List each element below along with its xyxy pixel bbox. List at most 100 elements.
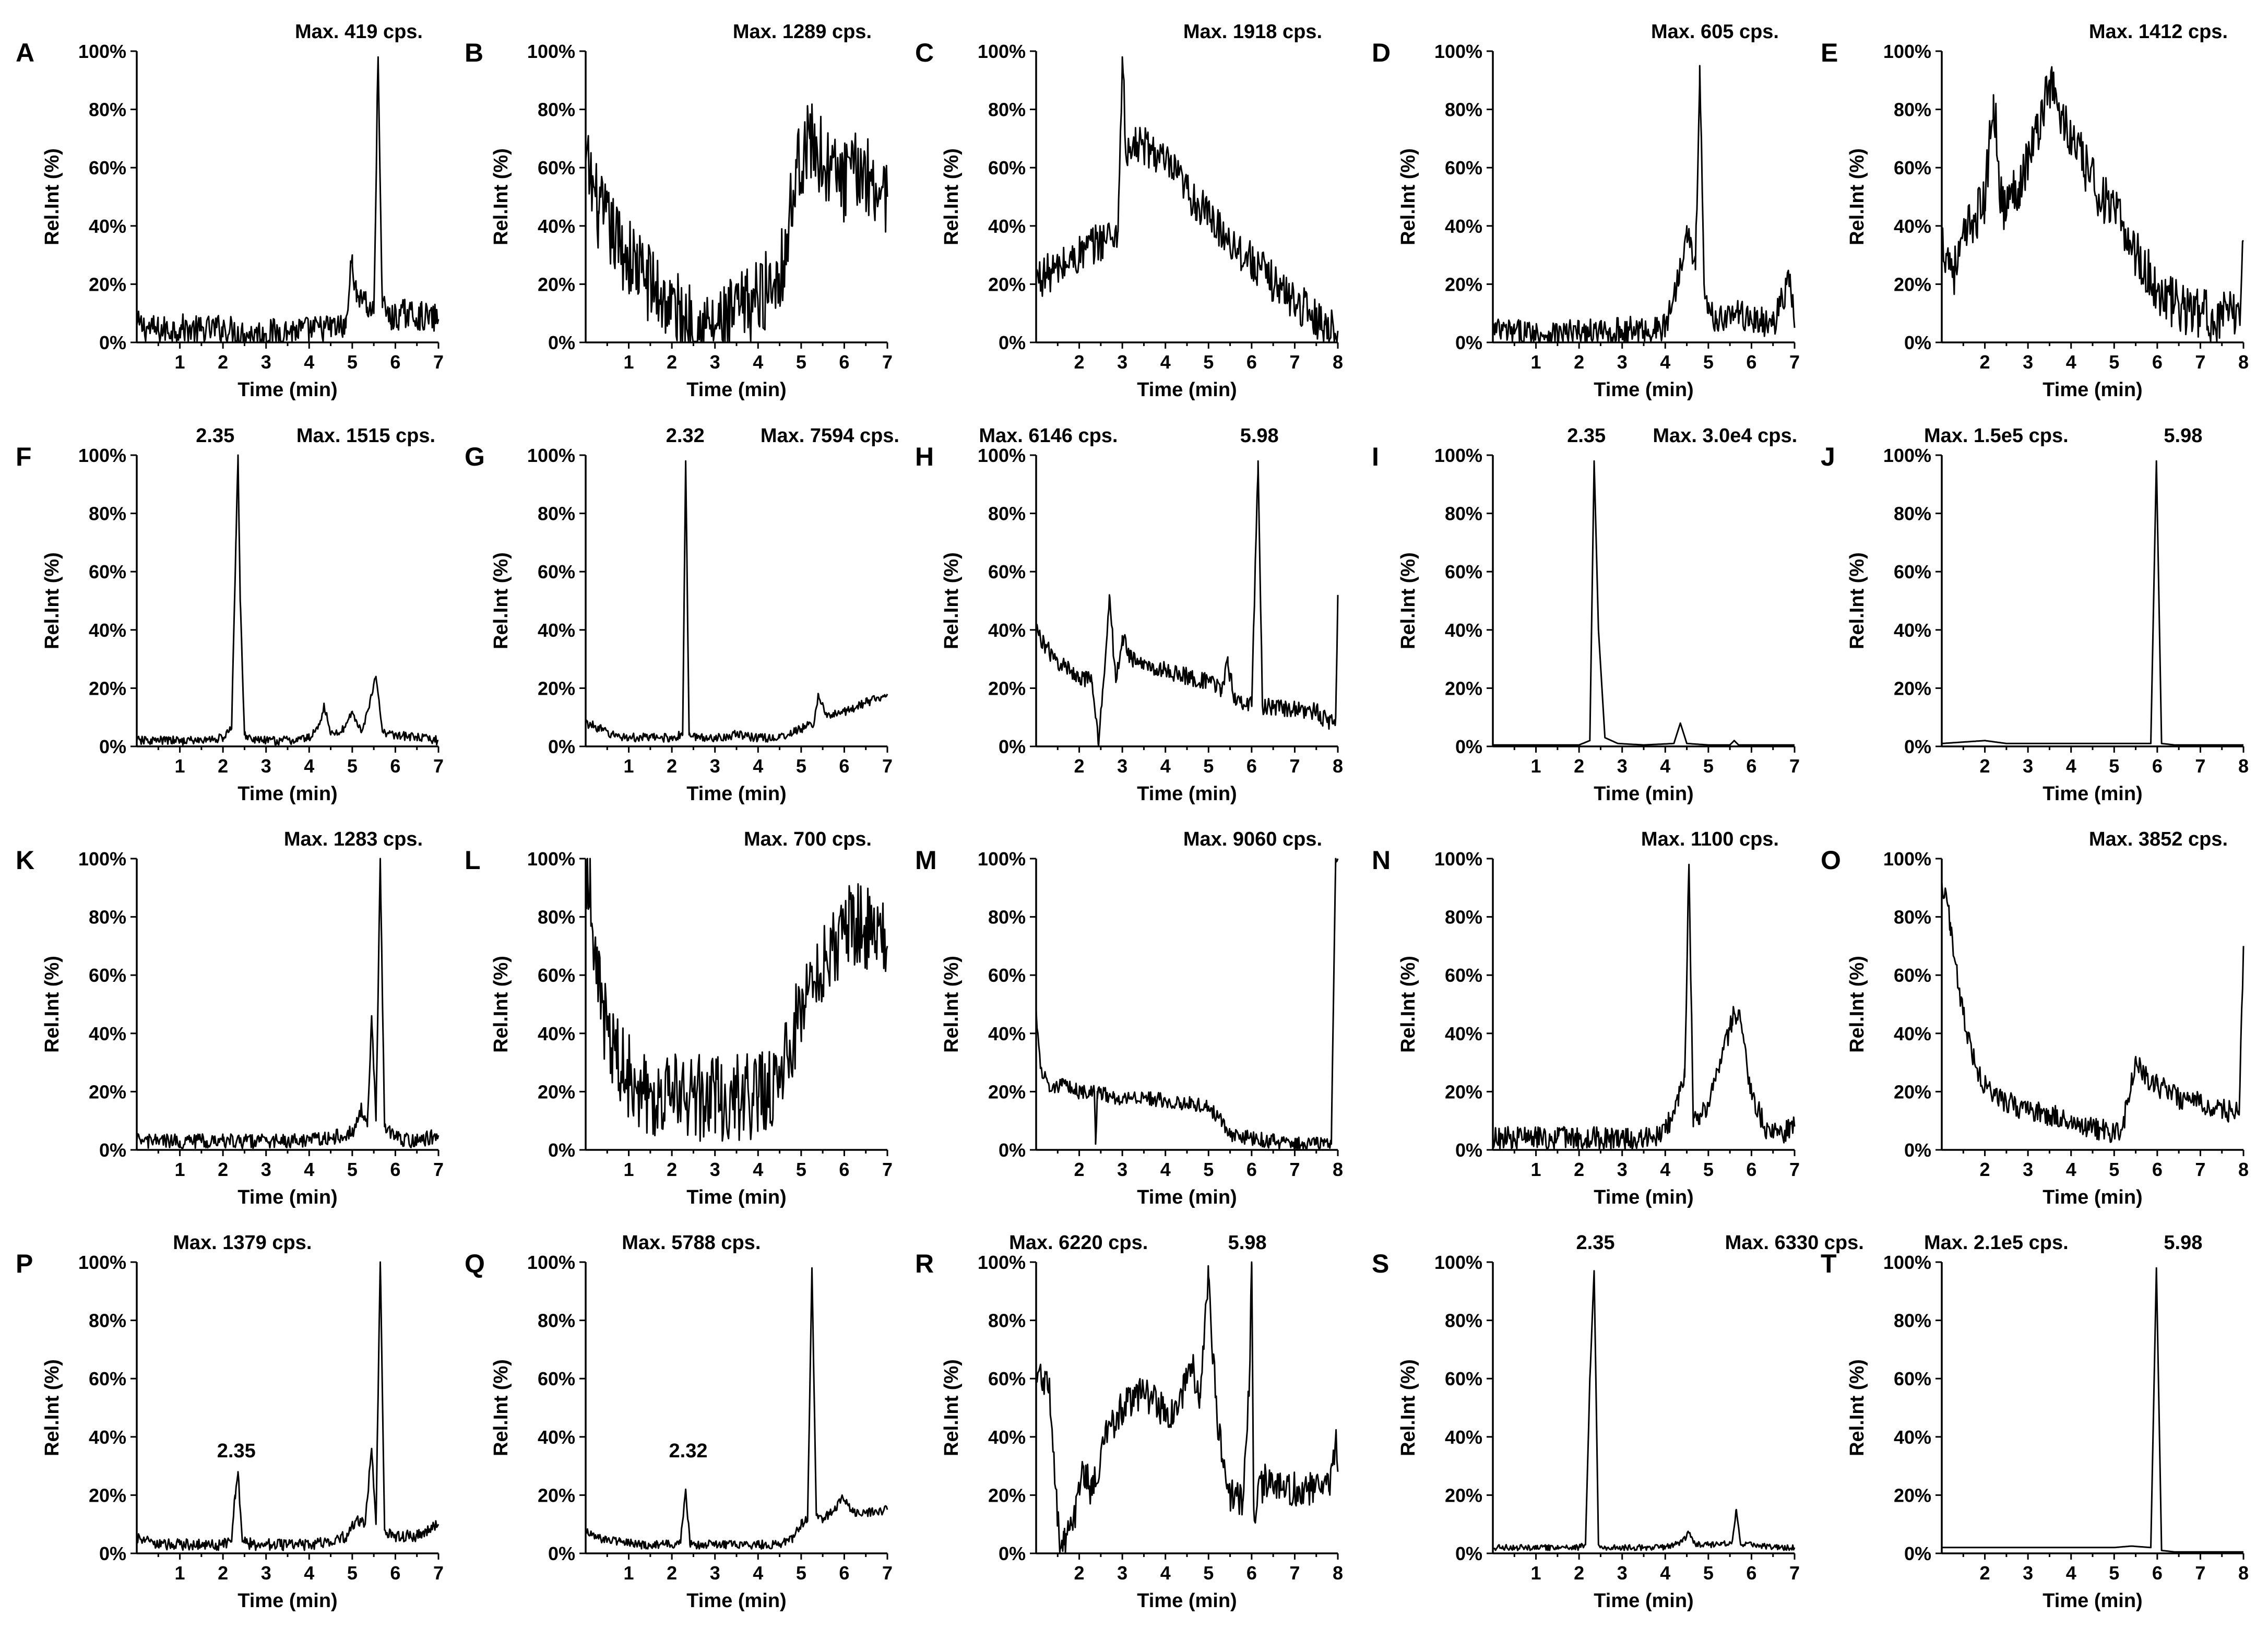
y-tick-label: 0%	[548, 1139, 575, 1161]
y-tick-label: 20%	[988, 1081, 1026, 1102]
chromatogram-trace	[1492, 1270, 1796, 1551]
chromatogram-trace	[585, 103, 888, 342]
x-tick-label: 4	[2066, 1159, 2076, 1180]
x-tick-label: 4	[304, 351, 314, 373]
y-tick-label: 80%	[1894, 99, 1931, 121]
y-tick-label: 80%	[1445, 907, 1482, 928]
y-tick-label: 0%	[1455, 1139, 1482, 1161]
y-tick-label: 80%	[1445, 1310, 1482, 1332]
x-tick-label: 7	[1789, 351, 1800, 373]
x-tick-label: 7	[2195, 755, 2205, 777]
x-tick-label: 7	[882, 1159, 893, 1180]
max-intensity-label: Max. 1515 cps.	[296, 425, 435, 447]
y-tick-label: 40%	[89, 620, 126, 641]
y-tick-label: 80%	[988, 907, 1026, 928]
y-tick-label: 0%	[99, 1543, 126, 1564]
x-tick-label: 5	[1703, 1159, 1714, 1180]
retention-time-label: 5.98	[2164, 1232, 2202, 1254]
x-tick-label: 4	[1660, 351, 1670, 373]
y-tick-label: 40%	[1445, 1427, 1482, 1448]
panel-D: D 0% 20% 40% 60% 80% 100% 1 2 3 4 5 6 7 Time (min) Rel.…	[1372, 21, 1800, 401]
panel-S: S 0% 20% 40% 60% 80% 100% 1 2 3 4 5 6 7 Time (min) Rel.…	[1372, 1232, 1864, 1612]
chromatogram-trace	[1942, 1267, 2243, 1553]
x-tick-label: 7	[433, 755, 444, 777]
x-tick-label: 4	[1160, 1562, 1171, 1584]
y-tick-label: 60%	[988, 561, 1026, 583]
x-axis-title: Time (min)	[686, 379, 786, 401]
x-tick-label: 7	[1289, 1562, 1300, 1584]
x-tick-label: 4	[1660, 1159, 1670, 1180]
y-tick-label: 0%	[1904, 1543, 1931, 1564]
chromatogram-trace	[585, 460, 888, 743]
y-tick-label: 40%	[1894, 1427, 1931, 1448]
chromatogram-trace	[1941, 460, 2243, 746]
chromatogram-trace	[1492, 65, 1796, 342]
x-tick-label: 5	[347, 755, 358, 777]
x-tick-label: 3	[1117, 351, 1127, 373]
x-tick-label: 2	[667, 755, 677, 777]
y-tick-label: 20%	[988, 678, 1026, 699]
x-tick-label: 5	[2109, 1159, 2119, 1180]
y-tick-label: 80%	[988, 99, 1026, 121]
y-axis-title: Rel.Int (%)	[490, 552, 512, 649]
y-tick-label: 20%	[538, 1081, 575, 1102]
x-tick-label: 3	[2023, 1562, 2033, 1584]
y-tick-label: 0%	[99, 332, 126, 353]
x-tick-label: 3	[261, 1159, 271, 1180]
x-axis-title: Time (min)	[238, 1186, 337, 1208]
y-tick-label: 100%	[78, 41, 126, 62]
max-intensity-label: Max. 1412 cps.	[2089, 21, 2228, 43]
y-tick-label: 100%	[78, 445, 126, 466]
x-axis-title: Time (min)	[686, 1590, 786, 1612]
chromatogram-trace	[1035, 858, 1339, 1150]
x-tick-label: 5	[1203, 1159, 1214, 1180]
x-tick-label: 7	[1289, 755, 1300, 777]
panel-C: C 0% 20% 40% 60% 80% 100% 2 3 4 5 6 7 8 Time (min) Rel.…	[915, 21, 1343, 401]
x-tick-label: 6	[2152, 1562, 2163, 1584]
y-tick-label: 20%	[1445, 274, 1482, 295]
x-tick-label: 1	[175, 755, 185, 777]
y-tick-label: 40%	[1445, 216, 1482, 237]
x-tick-label: 1	[624, 1562, 634, 1584]
retention-time-label: 2.32	[669, 1440, 708, 1462]
x-tick-label: 2	[1980, 351, 1990, 373]
x-tick-label: 6	[1246, 351, 1257, 373]
x-tick-label: 8	[1333, 351, 1343, 373]
x-tick-label: 6	[390, 1562, 400, 1584]
y-tick-label: 0%	[999, 332, 1026, 353]
y-tick-label: 60%	[1894, 157, 1931, 179]
x-tick-label: 7	[882, 351, 893, 373]
chromatogram-trace	[136, 454, 439, 746]
x-tick-label: 5	[1203, 1562, 1214, 1584]
x-tick-label: 7	[1789, 1562, 1800, 1584]
chromatogram-trace	[136, 1261, 440, 1551]
y-tick-label: 100%	[1883, 848, 1931, 870]
y-tick-label: 60%	[1445, 965, 1482, 986]
x-axis-title: Time (min)	[2043, 1590, 2142, 1612]
y-tick-label: 20%	[1894, 678, 1931, 699]
x-tick-label: 5	[347, 1159, 358, 1180]
y-axis-title: Rel.Int (%)	[41, 1359, 63, 1456]
x-tick-label: 3	[710, 755, 720, 777]
y-tick-label: 40%	[988, 620, 1026, 641]
y-tick-label: 40%	[1894, 1023, 1931, 1044]
x-tick-label: 2	[667, 1562, 677, 1584]
x-tick-label: 4	[753, 351, 763, 373]
y-tick-label: 40%	[988, 216, 1026, 237]
y-tick-label: 20%	[1894, 1484, 1931, 1506]
x-tick-label: 2	[1574, 755, 1584, 777]
x-tick-label: 1	[624, 1159, 634, 1180]
x-tick-label: 5	[796, 1159, 806, 1180]
x-tick-label: 1	[1531, 755, 1541, 777]
x-tick-label: 3	[2023, 1159, 2033, 1180]
y-tick-label: 0%	[1904, 1139, 1931, 1161]
y-tick-label: 100%	[1434, 1252, 1482, 1273]
retention-time-label: 5.98	[1228, 1232, 1267, 1254]
x-tick-label: 2	[1980, 1562, 1990, 1584]
y-tick-label: 0%	[999, 736, 1026, 757]
max-intensity-label: Max. 3852 cps.	[2089, 828, 2228, 850]
x-axis-title: Time (min)	[686, 783, 786, 805]
y-tick-label: 100%	[527, 848, 575, 870]
retention-time-label: 2.35	[1567, 425, 1606, 447]
